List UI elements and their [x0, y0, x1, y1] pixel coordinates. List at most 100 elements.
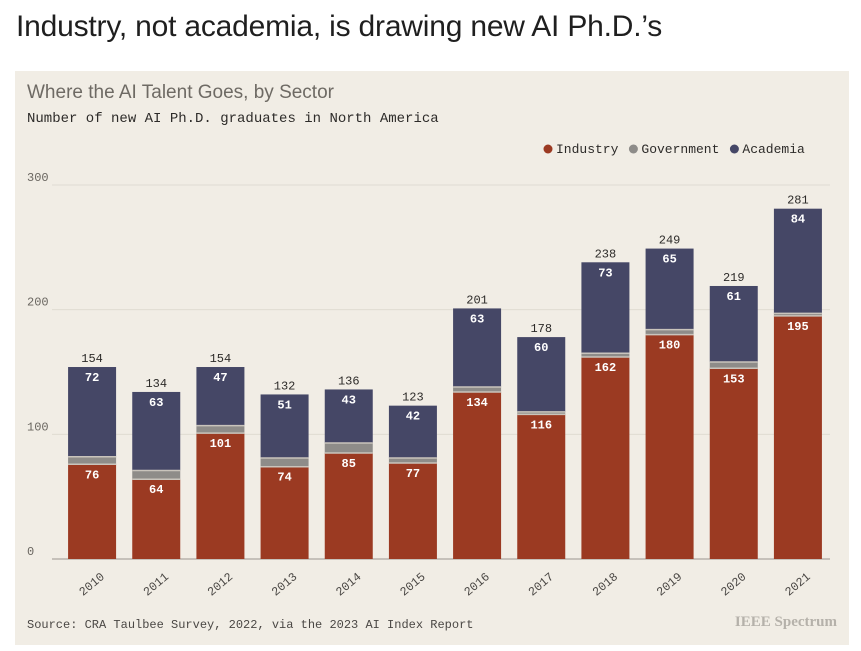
bar-industry [709, 368, 758, 559]
bar-academia [581, 262, 630, 354]
industry-value-label: 77 [406, 467, 420, 481]
bar-industry [132, 479, 181, 559]
chart-panel: Where the AI Talent Goes, by Sector Numb… [15, 71, 849, 645]
bar-academia [773, 208, 822, 314]
total-label: 134 [145, 377, 167, 391]
industry-value-label: 74 [277, 471, 291, 485]
industry-value-label: 101 [210, 437, 232, 451]
x-tick-label: 2015 [397, 570, 428, 599]
bar-government [517, 411, 566, 415]
bar-government [645, 329, 694, 335]
academia-value-label: 47 [213, 371, 227, 385]
bar-industry [517, 414, 566, 559]
bar-industry [773, 315, 822, 559]
chart-title: Where the AI Talent Goes, by Sector [27, 82, 334, 103]
academia-value-label: 60 [534, 341, 548, 355]
academia-value-label: 61 [727, 290, 741, 304]
industry-value-label: 116 [530, 418, 552, 432]
industry-value-label: 64 [149, 483, 163, 497]
bar-academia [388, 405, 437, 459]
bar-academia [709, 285, 758, 363]
x-tick-label: 2021 [782, 570, 813, 599]
academia-value-label: 51 [277, 398, 291, 412]
legend-marker [543, 144, 553, 154]
bar-industry [196, 433, 245, 559]
x-tick-label: 2018 [590, 570, 621, 599]
source-note: Source: CRA Taulbee Survey, 2022, via th… [27, 618, 474, 632]
bar-government [709, 362, 758, 369]
x-tick-label: 2020 [718, 570, 749, 599]
bar-industry [453, 391, 502, 559]
industry-value-label: 180 [659, 339, 681, 353]
bar-government [773, 313, 822, 316]
y-tick-label: 300 [27, 171, 49, 185]
x-tick-label: 2016 [462, 570, 493, 599]
academia-value-label: 63 [470, 312, 484, 326]
bar-government [581, 353, 630, 358]
bar-industry [388, 463, 437, 559]
industry-value-label: 195 [787, 320, 809, 334]
bar-academia [196, 367, 245, 426]
total-label: 238 [595, 247, 617, 261]
bar-academia [453, 308, 502, 387]
x-tick-label: 2010 [77, 570, 108, 599]
y-tick-label: 100 [27, 420, 49, 434]
bar-government [132, 470, 181, 480]
bar-industry [68, 464, 117, 559]
total-label: 219 [723, 271, 745, 285]
bar-industry [645, 334, 694, 559]
x-tick-label: 2011 [141, 570, 172, 599]
legend-marker [729, 144, 739, 154]
academia-value-label: 42 [406, 410, 420, 424]
industry-value-label: 76 [85, 468, 99, 482]
bar-government [196, 425, 245, 434]
bar-academia [324, 389, 373, 444]
academia-value-label: 84 [791, 213, 805, 227]
academia-value-label: 63 [149, 396, 163, 410]
bar-industry [324, 453, 373, 559]
bar-government [260, 458, 309, 467]
x-tick-label: 2012 [205, 570, 236, 599]
x-tick-label: 2017 [526, 570, 557, 599]
industry-value-label: 162 [595, 361, 617, 375]
legend-label: Academia [742, 142, 805, 157]
academia-value-label: 72 [85, 371, 99, 385]
total-label: 132 [274, 379, 296, 393]
industry-value-label: 85 [342, 457, 356, 471]
legend-marker [628, 144, 638, 154]
total-label: 154 [210, 352, 232, 366]
legend-label: Government [641, 142, 719, 157]
total-label: 249 [659, 234, 681, 248]
brand-logo: IEEE Spectrum [734, 614, 837, 630]
academia-value-label: 73 [598, 266, 612, 280]
total-label: 123 [402, 391, 424, 405]
academia-value-label: 65 [662, 253, 676, 267]
bar-academia [68, 367, 117, 457]
total-label: 154 [81, 352, 103, 366]
bar-government [68, 456, 117, 465]
bar-government [453, 386, 502, 392]
legend-label: Industry [556, 142, 619, 157]
y-tick-label: 0 [27, 545, 34, 559]
total-label: 178 [530, 322, 552, 336]
x-tick-label: 2019 [654, 570, 685, 599]
academia-value-label: 43 [342, 393, 356, 407]
x-tick-label: 2013 [269, 570, 300, 599]
bar-academia [645, 248, 694, 330]
x-tick-label: 2014 [333, 570, 364, 599]
headline: Industry, not academia, is drawing new A… [16, 10, 663, 43]
bar-academia [132, 391, 181, 471]
y-tick-label: 200 [27, 296, 49, 310]
stacked-bar-chart: 0 100 200 300 Industry Government Academia 76 72… [27, 142, 830, 599]
bar-industry [581, 357, 630, 559]
total-label: 281 [787, 194, 809, 208]
industry-value-label: 153 [723, 372, 745, 386]
total-label: 136 [338, 374, 360, 388]
bar-academia [260, 394, 309, 459]
bar-industry [260, 466, 309, 559]
bar-academia [517, 337, 566, 412]
chart-subtitle: Number of new AI Ph.D. graduates in Nort… [27, 111, 439, 127]
bar-government [324, 443, 373, 454]
industry-value-label: 134 [466, 396, 488, 410]
bar-government [388, 458, 437, 464]
